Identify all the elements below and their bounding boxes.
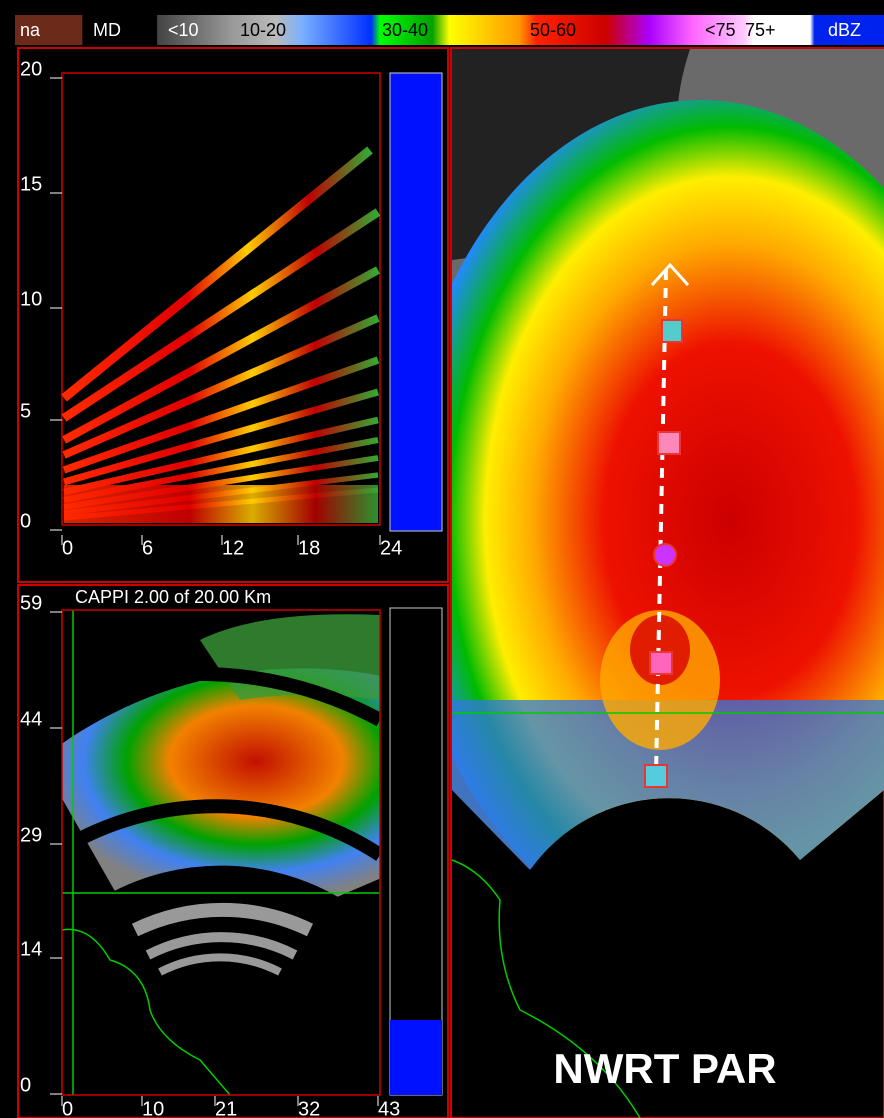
ppi-label: NWRT PAR bbox=[553, 1045, 776, 1092]
colorbar: na MD <10 10-20 30-40 50-60 <75 75+ dBZ bbox=[15, 15, 884, 45]
colorbar-label: 30-40 bbox=[382, 20, 428, 40]
height-bar bbox=[390, 73, 442, 531]
y-tick-label: 15 bbox=[20, 173, 42, 195]
x-tick-label: 24 bbox=[380, 537, 402, 559]
x-tick-label: 32 bbox=[298, 1098, 320, 1118]
x-tick-label: 10 bbox=[142, 1098, 164, 1118]
colorbar-label: MD bbox=[93, 20, 121, 40]
y-tick-label: 0 bbox=[20, 1074, 31, 1096]
y-tick-label: 0 bbox=[20, 510, 31, 532]
y-tick-label: 10 bbox=[20, 288, 42, 310]
rhi-panel: 20 15 10 5 0 0 6 12 18 24 bbox=[18, 48, 448, 582]
x-tick-label: 18 bbox=[298, 537, 320, 559]
x-tick-label: 0 bbox=[62, 537, 73, 559]
x-tick-label: 0 bbox=[62, 1098, 73, 1118]
colorbar-label: 10-20 bbox=[240, 20, 286, 40]
x-tick-label: 21 bbox=[215, 1098, 237, 1118]
x-tick-label: 43 bbox=[378, 1098, 400, 1118]
cappi-caption: CAPPI 2.00 of 20.00 Km bbox=[75, 587, 271, 607]
y-tick-label: 44 bbox=[20, 708, 42, 730]
x-tick-label: 12 bbox=[222, 537, 244, 559]
height-bar-fill bbox=[390, 1020, 442, 1095]
colorbar-label: <75 bbox=[705, 20, 736, 40]
x-tick-label: 6 bbox=[142, 537, 153, 559]
colorbar-label: dBZ bbox=[828, 20, 861, 40]
y-tick-label: 20 bbox=[20, 58, 42, 80]
beam-base bbox=[64, 485, 378, 523]
ppi-panel: NWRT PAR bbox=[400, 48, 884, 1118]
colorbar-label: <10 bbox=[168, 20, 199, 40]
radar-display: na MD <10 10-20 30-40 50-60 <75 75+ dBZ … bbox=[0, 0, 884, 1118]
y-tick-label: 14 bbox=[20, 938, 42, 960]
cappi-panel: CAPPI 2.00 of 20.00 Km 59 44 29 14 0 0 10 21 32 4… bbox=[18, 585, 448, 1118]
y-tick-label: 29 bbox=[20, 824, 42, 846]
y-tick-label: 59 bbox=[20, 592, 42, 614]
y-tick-label: 5 bbox=[20, 400, 31, 422]
colorbar-label: 50-60 bbox=[530, 20, 576, 40]
colorbar-label: na bbox=[20, 20, 41, 40]
colorbar-label: 75+ bbox=[745, 20, 776, 40]
